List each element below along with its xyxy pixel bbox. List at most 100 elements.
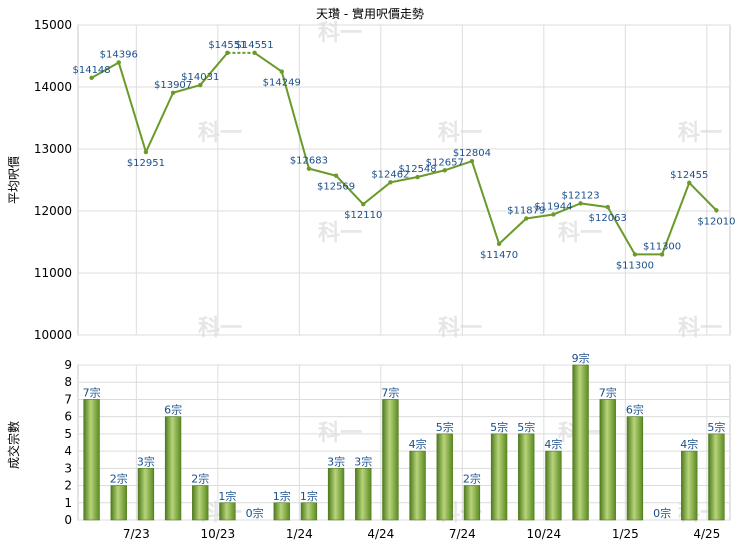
x-tick-label: 1/25 [612, 527, 639, 541]
price-point [388, 180, 393, 185]
count-data-label: 2宗 [191, 472, 209, 486]
count-series: 7宗 2宗 3宗 6宗 2宗 1宗 0宗 1宗 1宗 3宗 3宗 7宗 4宗 5宗 2宗 5宗 5宗 4宗 9宗 7宗… [83, 351, 725, 521]
price-data-label: $12455 [670, 170, 708, 181]
price-data-label: $12123 [561, 190, 599, 201]
price-line-segment [390, 176, 418, 184]
count-y-tick-label: 9 [64, 358, 72, 372]
count-bar [409, 450, 426, 521]
count-bar [708, 433, 725, 521]
price-series: $14148 $14396 $12951 $13907$14031 $14551$145… [72, 40, 735, 272]
x-tick-label: 10/23 [201, 527, 236, 541]
count-y-tick-label: 6 [64, 410, 72, 424]
price-line-segment [199, 52, 229, 86]
count-data-label: 4宗 [409, 437, 427, 451]
price-data-label: $11470 [480, 250, 518, 261]
x-tick-labels: 7/23 10/23 1/24 4/24 7/24 10/24 1/25 4/25 [123, 527, 720, 541]
count-data-label: 6宗 [626, 403, 644, 417]
watermark-text: 科一 [678, 316, 722, 341]
count-data-label: 4宗 [680, 437, 698, 451]
count-data-label: 5宗 [490, 420, 508, 434]
count-bar [327, 468, 345, 521]
count-bar [436, 433, 453, 521]
price-y-tick-label: 15000 [34, 18, 72, 32]
count-bar [219, 502, 236, 521]
count-data-label: 1宗 [273, 489, 291, 503]
price-y-tick-label: 11000 [34, 266, 72, 280]
price-data-label: $12063 [589, 213, 627, 224]
watermark-text: 科一 [318, 221, 362, 246]
count-y-tick-label: 0 [64, 513, 72, 527]
watermark-text: 科一 [198, 316, 242, 341]
vertical-grid [135, 25, 708, 520]
x-tick-label: 1/24 [286, 527, 313, 541]
count-data-label: 2宗 [110, 472, 128, 486]
count-bar [572, 364, 589, 521]
count-y-tick-label: 8 [64, 375, 72, 389]
watermark-text: 科一 [198, 121, 242, 146]
price-point [632, 252, 638, 257]
price-line-segment [526, 213, 554, 220]
price-data-label: $11944 [534, 201, 572, 212]
price-y-tick-label: 14000 [34, 80, 72, 94]
price-data-label: $14031 [181, 72, 219, 83]
price-point [714, 208, 719, 213]
count-data-label: 6宗 [164, 403, 182, 417]
price-line-segment [606, 206, 636, 255]
price-point [659, 252, 665, 257]
count-data-label: 3宗 [327, 454, 345, 468]
price-y-tick-label: 12000 [34, 204, 72, 218]
price-line-segment [470, 160, 501, 245]
price-point [225, 50, 230, 56]
count-bar [518, 433, 535, 521]
price-line-segment [688, 182, 718, 212]
count-panel: 0 1 2 3 4 5 6 7 8 9 [64, 358, 731, 527]
watermark-layer: 科一科一科一科一科一科一科一科一科一科一科一科一科一科一 [198, 21, 722, 526]
price-data-label: $11300 [643, 241, 681, 252]
price-data-label: $12951 [127, 158, 165, 169]
count-bar [382, 399, 399, 521]
price-data-label: $12657 [426, 157, 464, 168]
price-y-tick-label: 10000 [34, 328, 72, 342]
y-axis-label-price: 平均呎價 [7, 156, 21, 204]
x-tick-label: 4/24 [367, 527, 394, 541]
count-bar [545, 450, 562, 521]
count-bar [626, 416, 644, 521]
price-point [687, 180, 692, 185]
price-data-label: $11300 [616, 260, 654, 271]
count-data-label: 9宗 [572, 351, 590, 365]
price-line-segment [444, 160, 473, 172]
count-bar [599, 399, 616, 521]
count-bar [192, 485, 209, 521]
count-y-tick-label: 3 [64, 461, 72, 475]
price-point [361, 201, 366, 207]
count-data-label: 7宗 [599, 385, 617, 399]
price-y-tick-label: 13000 [34, 142, 72, 156]
count-data-label: 0宗 [653, 506, 671, 520]
count-bar [463, 485, 481, 521]
price-point [89, 75, 94, 81]
count-data-label: 5宗 [707, 420, 725, 434]
price-line-segment [553, 202, 581, 216]
count-bar [490, 433, 508, 521]
count-y-tick-label: 7 [64, 392, 72, 406]
price-point [306, 166, 312, 171]
count-data-label: 4宗 [544, 437, 562, 451]
price-line-segment [254, 52, 283, 73]
price-data-label: $13907 [154, 80, 192, 91]
watermark-text: 科一 [678, 121, 722, 146]
price-point [551, 212, 556, 217]
count-y-tick-label: 1 [64, 496, 72, 510]
price-data-label: $12569 [317, 182, 355, 193]
count-y-tick-label: 4 [64, 444, 72, 458]
price-panel: 10000 11000 12000 13000 14000 15000 [34, 18, 731, 342]
price-line-segment [661, 182, 691, 255]
price-point [333, 173, 339, 178]
price-line-segment [172, 84, 201, 94]
price-data-label: $12010 [697, 216, 735, 227]
watermark-text: 科一 [558, 221, 602, 246]
watermark-text: 科一 [438, 316, 482, 341]
price-data-label: $11879 [507, 206, 545, 217]
price-data-label: $14396 [100, 49, 138, 60]
price-data-label: $12462 [371, 169, 409, 180]
